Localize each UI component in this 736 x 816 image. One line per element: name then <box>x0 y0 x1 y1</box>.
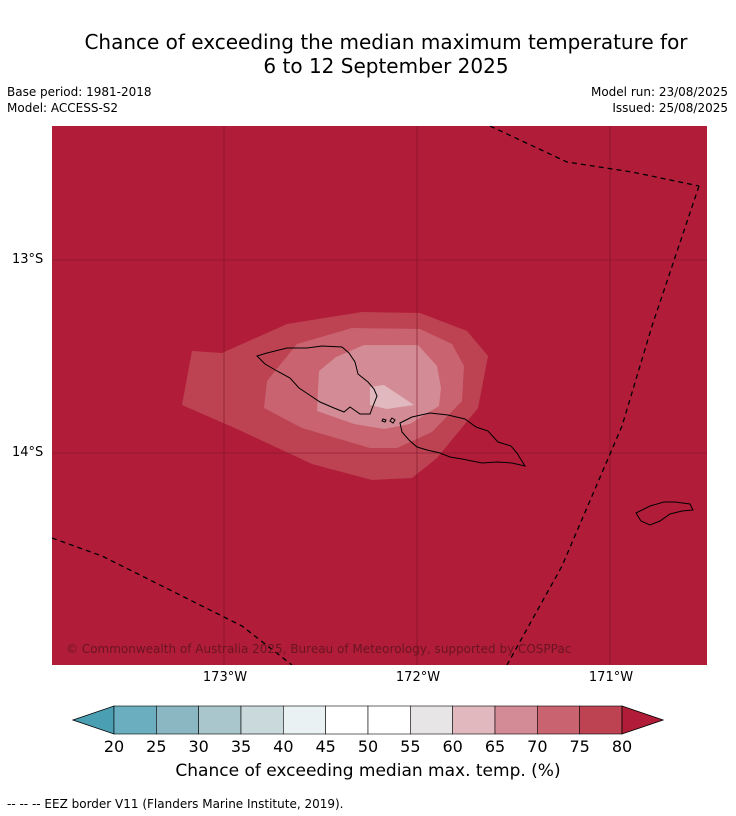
colorbar-segment <box>410 705 453 735</box>
colorbar-segment <box>367 705 411 735</box>
colorbar-tick-label: 65 <box>484 737 506 756</box>
colorbar-graphic <box>71 705 665 735</box>
colorbar-segment <box>240 705 284 735</box>
colorbar-segment <box>452 705 496 735</box>
upolu-island <box>399 412 527 467</box>
map-title: Chance of exceeding the median maximum t… <box>0 30 736 78</box>
lon-label-171w: 171°W <box>588 670 634 685</box>
colorbar-extend-low <box>71 705 115 735</box>
model-name: Model: ACCESS-S2 <box>7 101 119 115</box>
colorbar-tick-label: 35 <box>230 737 252 756</box>
lat-label-14s: 14°S <box>12 445 44 460</box>
colorbar-tick-label: 60 <box>442 737 463 756</box>
colorbar-tick-label: 75 <box>569 737 590 756</box>
title-line-2: 6 to 12 September 2025 <box>263 54 509 78</box>
map-panel[interactable]: © Commonwealth of Australia 2025, Bureau… <box>52 126 707 665</box>
eez-border-northeast <box>489 126 700 187</box>
manono-islet <box>389 417 396 424</box>
meta-left: Base period: 1981-2018 Model: ACCESS-S2 <box>7 84 152 116</box>
eez-border-east <box>506 185 700 665</box>
model-run: Model run: 23/08/2025 <box>590 85 728 99</box>
colorbar-label: Chance of exceeding median max. temp. (%… <box>175 761 561 781</box>
colorbar-segment <box>283 705 326 735</box>
colorbar-tick-label: 20 <box>103 737 125 756</box>
colorbar-segment <box>198 705 242 735</box>
colorbar-tick-label: 25 <box>146 737 167 756</box>
issued-date: Issued: 25/08/2025 <box>612 101 728 115</box>
colorbar-segment <box>325 705 369 735</box>
meta-right: Model run: 23/08/2025 Issued: 25/08/2025 <box>591 84 728 116</box>
grid-lines <box>52 126 707 665</box>
colorbar-tick-label: 70 <box>527 737 548 756</box>
colorbar-tick-label: 50 <box>357 737 379 756</box>
eez-borders <box>52 126 700 665</box>
colorbar-segment <box>113 705 157 735</box>
colorbar-tick-label: 40 <box>273 737 294 756</box>
map-canvas <box>52 126 707 665</box>
lat-label-13s: 13°S <box>12 252 44 267</box>
colorbar-tick-label: 80 <box>611 737 633 756</box>
lon-label-172w: 172°W <box>395 670 441 685</box>
coastlines <box>256 345 694 526</box>
base-period: Base period: 1981-2018 <box>7 85 152 99</box>
apolima-islet <box>381 418 387 423</box>
copyright-notice: © Commonwealth of Australia 2025, Bureau… <box>66 642 572 656</box>
colorbar-tick-label: 45 <box>315 737 336 756</box>
title-line-1: Chance of exceeding the median maximum t… <box>84 30 688 54</box>
colorbar-segment <box>537 705 580 735</box>
lon-label-173w: 173°W <box>202 670 248 685</box>
colorbar-segment <box>579 705 623 735</box>
tutuila-island <box>635 501 694 526</box>
probability-contours <box>182 312 488 480</box>
colorbar-segment <box>156 705 199 735</box>
eez-footnote: -- -- -- EEZ border V11 (Flanders Marine… <box>7 797 344 811</box>
colorbar <box>71 705 665 735</box>
contour-60 <box>370 385 414 409</box>
colorbar-segment <box>494 705 538 735</box>
savaii-island <box>256 345 378 415</box>
colorbar-tick-label: 30 <box>188 737 209 756</box>
colorbar-extend-high <box>621 705 665 735</box>
colorbar-tick-label: 55 <box>400 737 421 756</box>
